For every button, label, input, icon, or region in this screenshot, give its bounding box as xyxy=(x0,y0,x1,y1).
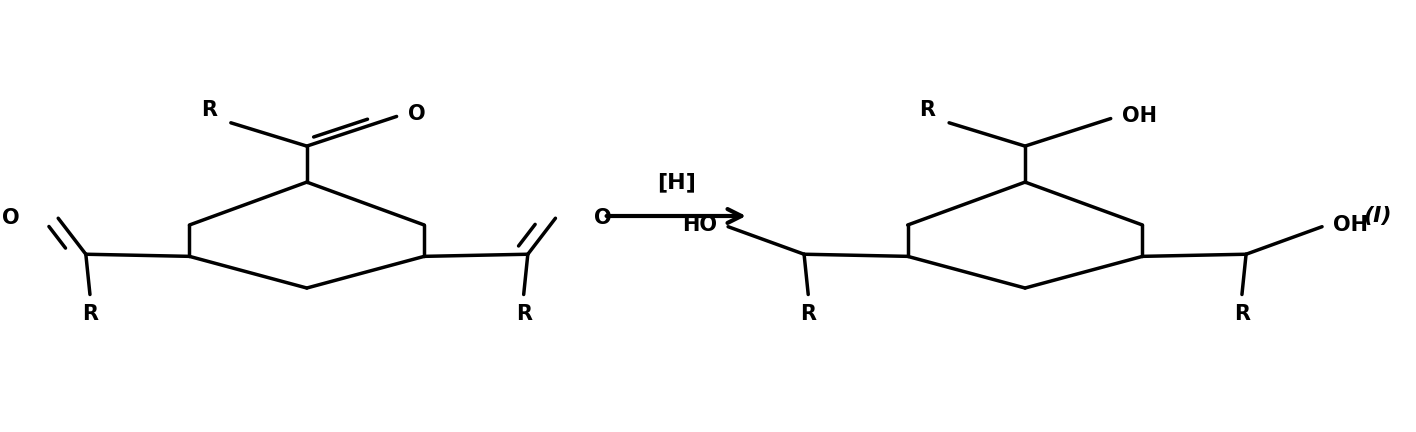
Text: R: R xyxy=(1233,304,1250,324)
Text: O: O xyxy=(595,208,612,228)
Text: R: R xyxy=(800,304,816,324)
Text: R: R xyxy=(919,100,935,120)
Text: R: R xyxy=(82,304,98,324)
Text: HO: HO xyxy=(683,215,716,235)
Text: O: O xyxy=(408,104,425,124)
Text: OH: OH xyxy=(1121,106,1157,127)
Text: [H]: [H] xyxy=(657,173,695,193)
Text: OH: OH xyxy=(1332,215,1368,235)
Text: O: O xyxy=(1,208,20,228)
Text: R: R xyxy=(201,100,217,120)
Text: R: R xyxy=(515,304,531,324)
Text: (I): (I) xyxy=(1364,206,1392,226)
